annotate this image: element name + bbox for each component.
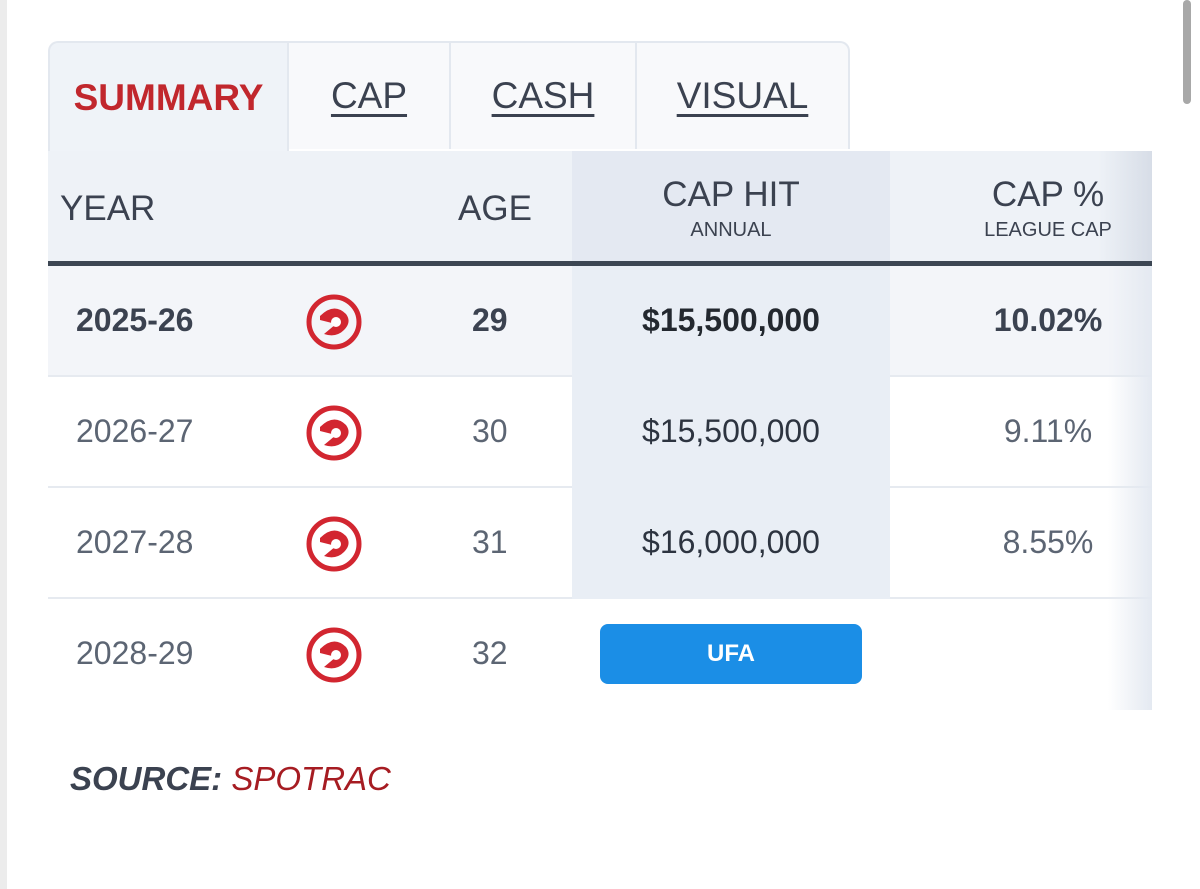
- scroll-fade: [1108, 266, 1152, 377]
- cap-hit-column-bg: [572, 151, 890, 261]
- year-cell: 2028-29: [76, 635, 194, 671]
- cap-hit-column-bg: [572, 377, 890, 488]
- year-cell: 2026-27: [76, 413, 194, 449]
- age-cell: 29: [472, 302, 508, 338]
- hawks-logo-icon: [306, 294, 362, 350]
- year-cell: 2027-28: [76, 524, 194, 560]
- header-cap-hit[interactable]: CAP HIT: [662, 175, 800, 214]
- source-value: SPOTRAC: [231, 760, 391, 797]
- scroll-fade: [1098, 151, 1152, 261]
- scroll-fade: [1108, 377, 1152, 488]
- header-age[interactable]: AGE: [458, 189, 532, 228]
- table-row: 2028-29 32 UFA: [48, 599, 1152, 710]
- cap-hit-cell: $16,000,000: [642, 524, 820, 560]
- cap-hit-column-bg: [572, 488, 890, 599]
- hawks-logo-icon: [306, 516, 362, 572]
- age-cell: 32: [472, 635, 508, 671]
- table-row: 2025-26 29 $15,500,000 10.02%: [48, 266, 1152, 377]
- cap-hit-cell: $15,500,000: [642, 413, 820, 449]
- source-label: SOURCE:: [70, 760, 223, 797]
- scroll-fade: [1108, 599, 1152, 710]
- ufa-status-badge[interactable]: UFA: [600, 624, 862, 684]
- source-credit: SOURCE: SPOTRAC: [70, 760, 391, 798]
- cap-pct-cell: 8.55%: [1002, 524, 1094, 560]
- table-row: 2027-28 31 $16,000,000 8.55%: [48, 488, 1152, 599]
- tab-visual[interactable]: VISUAL: [635, 41, 850, 149]
- header-cap-hit-sub: ANNUAL: [690, 219, 772, 241]
- year-cell: 2025-26: [76, 302, 194, 338]
- age-cell: 30: [472, 413, 508, 449]
- scrollbar[interactable]: [1183, 0, 1191, 104]
- cap-hit-column-bg: [572, 266, 890, 377]
- header-cap-pct[interactable]: CAP %: [991, 175, 1105, 214]
- left-frame-edge: [0, 0, 7, 889]
- header-cap-pct-sub: LEAGUE CAP: [984, 219, 1112, 241]
- cap-pct-cell: 9.11%: [1003, 413, 1093, 449]
- tab-bar: SUMMARY CAP CASH VISUAL: [48, 41, 850, 153]
- hawks-logo-icon: [306, 405, 362, 461]
- tab-cap[interactable]: CAP: [287, 41, 451, 149]
- table-header: YEAR AGE CAP HIT ANNUAL CAP % LEAGUE CAP: [48, 151, 1152, 266]
- tab-cash[interactable]: CASH: [449, 41, 637, 149]
- table-row: 2026-27 30 $15,500,000 9.11%: [48, 377, 1152, 488]
- contract-table: YEAR AGE CAP HIT ANNUAL CAP % LEAGUE CAP…: [48, 151, 1152, 710]
- age-cell: 31: [472, 524, 508, 560]
- cap-pct-cell: 10.02%: [993, 302, 1103, 338]
- hawks-logo-icon: [306, 627, 362, 683]
- cap-hit-cell: $15,500,000: [642, 302, 820, 338]
- header-year[interactable]: YEAR: [60, 189, 156, 228]
- scroll-fade: [1108, 488, 1152, 599]
- tab-summary[interactable]: SUMMARY: [48, 41, 289, 153]
